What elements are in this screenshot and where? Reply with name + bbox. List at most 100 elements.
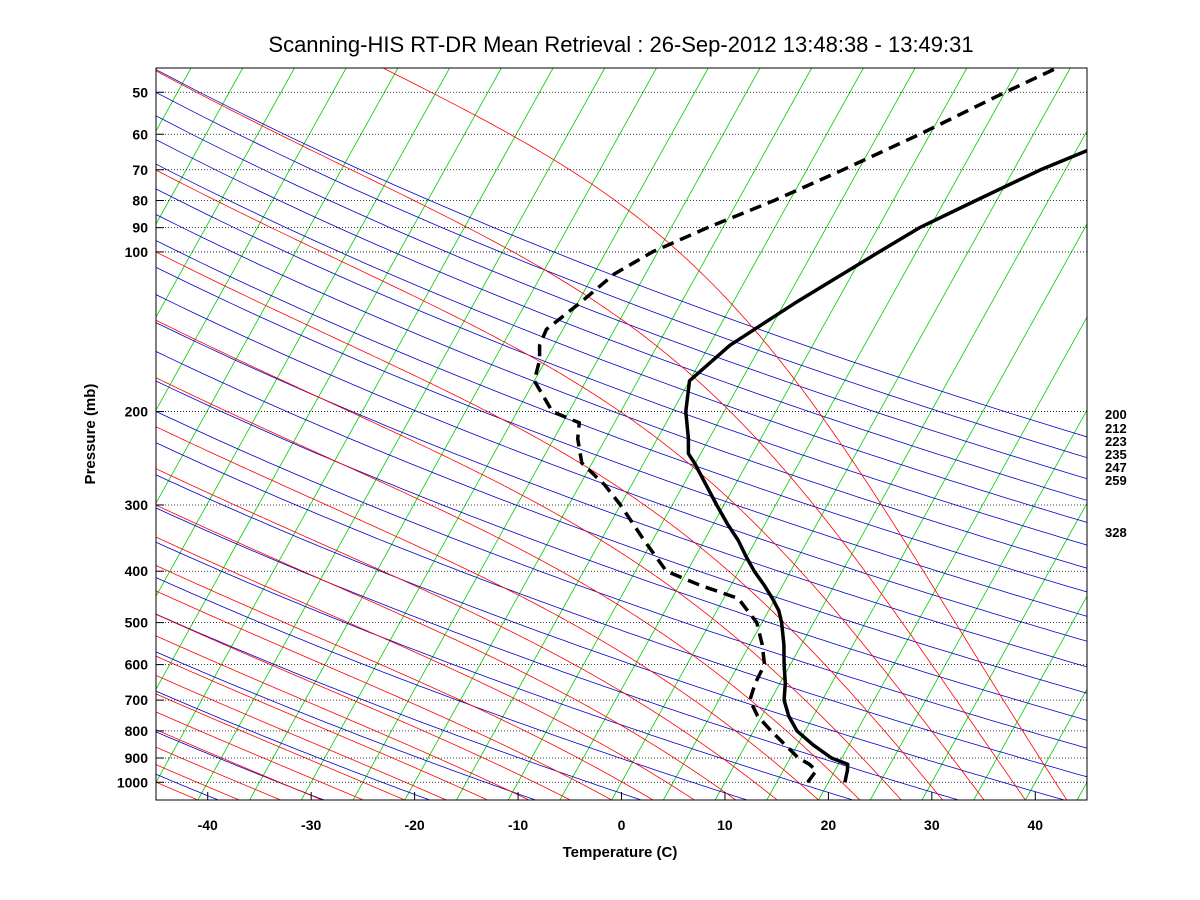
- sounding-profiles: [532, 68, 1087, 784]
- isotherm-line: [0, 68, 36, 800]
- y-tick-label: 300: [125, 497, 149, 513]
- moist-adiabat-line: [156, 377, 861, 800]
- dry-adiabat-line: [156, 690, 430, 800]
- moist-adiabat-line: [156, 613, 571, 800]
- moist-adiabat-line: [156, 169, 985, 800]
- moist-adiabat-line: [156, 319, 902, 800]
- y-tick-label: 400: [125, 563, 149, 579]
- x-tick-label: 10: [717, 817, 733, 833]
- dry-adiabat-line: [156, 92, 1087, 459]
- x-tick-label: -40: [198, 817, 218, 833]
- right-label: 247: [1105, 460, 1127, 475]
- right-label: 235: [1105, 447, 1127, 462]
- isotherm-line: [156, 68, 295, 318]
- moist-adiabat-line: [156, 70, 1026, 800]
- dry-adiabat-line: [156, 474, 1065, 800]
- y-tick-label: 80: [132, 193, 148, 209]
- moist-adiabat-line: [156, 251, 943, 800]
- isotherm-line: [818, 316, 1087, 800]
- isotherm-line: [197, 68, 606, 800]
- dry-adiabat-line: [156, 731, 325, 800]
- moist-adiabat-line: [156, 426, 819, 800]
- y-tick-label: 700: [125, 692, 149, 708]
- temperature-profile-line: [684, 148, 1087, 783]
- x-tick-label: 0: [618, 817, 626, 833]
- isotherm-line: [507, 68, 916, 800]
- moist-adiabat-line: [156, 746, 281, 800]
- isotherm-line: [300, 68, 709, 800]
- x-tick-label: -10: [508, 817, 528, 833]
- dry-adiabat-line: [156, 541, 853, 800]
- background-lines: [0, 68, 1200, 800]
- y-tick-label: 60: [132, 126, 148, 142]
- moist-adiabat-line: [156, 711, 364, 800]
- moist-adiabat-line: [382, 68, 1068, 800]
- dry-adiabat-line: [156, 507, 959, 800]
- isotherm-line: [559, 68, 968, 800]
- y-tick-label: 200: [125, 404, 149, 420]
- moist-adiabat-line: [0, 406, 32, 800]
- dry-adiabat-line: [156, 163, 1087, 523]
- isotherm-line: [156, 68, 399, 504]
- dry-adiabat-line: [156, 351, 1087, 694]
- isotherm-line: [352, 68, 761, 800]
- isotherm-line: [156, 68, 244, 225]
- isotherm-line: [249, 68, 657, 800]
- isotherm-line: [1129, 68, 1200, 800]
- y-tick-label: 1000: [117, 774, 148, 790]
- dry-adiabat-line: [156, 69, 1087, 438]
- moist-adiabat-line: [156, 635, 530, 800]
- y-tick-label: 900: [125, 750, 149, 766]
- isotherm-line: [156, 68, 554, 784]
- dry-adiabat-line: [156, 139, 1087, 501]
- y-tick-label: 800: [125, 723, 149, 739]
- isotherm-line: [0, 68, 88, 800]
- dry-adiabat-line: [156, 411, 1087, 749]
- isotherm-line: [156, 68, 502, 691]
- moist-adiabat-line: [0, 391, 74, 800]
- x-tick-label: -30: [301, 817, 321, 833]
- chart-title: Scanning-HIS RT-DR Mean Retrieval : 26-S…: [268, 32, 973, 57]
- dry-adiabat-line: [156, 577, 748, 800]
- right-label: 200: [1105, 407, 1127, 422]
- dry-adiabat-line: [156, 188, 1087, 546]
- dry-adiabat-line: [156, 442, 1087, 778]
- dry-adiabat-line: [156, 380, 1087, 721]
- right-label: 223: [1105, 434, 1127, 449]
- moist-adiabat-line: [156, 590, 612, 800]
- moist-adiabat-line: [156, 504, 737, 800]
- x-axis-label: Temperature (C): [563, 844, 678, 861]
- dry-adiabat-line: [156, 613, 642, 800]
- dry-adiabat-line: [156, 115, 1087, 480]
- plot-frame: [155, 67, 1088, 801]
- x-tick-label: -20: [404, 817, 424, 833]
- y-tick-label: 90: [132, 220, 148, 236]
- dry-adiabat-line: [156, 240, 1087, 593]
- moist-adiabat-line: [156, 693, 405, 800]
- dry-adiabat-line: [156, 651, 536, 800]
- isotherm-line: [156, 68, 347, 411]
- moist-adiabat-line: [156, 536, 695, 800]
- y-tick-label: 600: [125, 657, 149, 673]
- dry-adiabat-line: [0, 68, 7, 800]
- moist-adiabat-line: [156, 674, 447, 800]
- x-tick-label: 40: [1027, 817, 1043, 833]
- isotherm-line: [869, 409, 1087, 800]
- y-tick-label: 50: [132, 84, 148, 100]
- isotherm-line: [714, 130, 1087, 800]
- isotherm-line: [611, 68, 1019, 800]
- y-axis-ticks: 50 60 70 80 90 100 200 300 400 500 600 700 800 900 100…: [117, 84, 164, 790]
- y-axis-label: Pressure (mb): [82, 384, 99, 485]
- y-tick-label: 100: [125, 244, 149, 260]
- isotherm-line: [973, 595, 1087, 800]
- y-tick-label: 70: [132, 162, 148, 178]
- x-tick-label: 30: [924, 817, 940, 833]
- y-tick-label: 500: [125, 615, 149, 631]
- right-label: 259: [1105, 473, 1127, 488]
- x-axis-ticks: -40 -30 -20 -10 0 10 20 30 40: [198, 792, 1043, 833]
- isotherm-line: [663, 68, 1071, 800]
- right-label: 328: [1105, 525, 1127, 540]
- moist-adiabat-line: [156, 565, 654, 800]
